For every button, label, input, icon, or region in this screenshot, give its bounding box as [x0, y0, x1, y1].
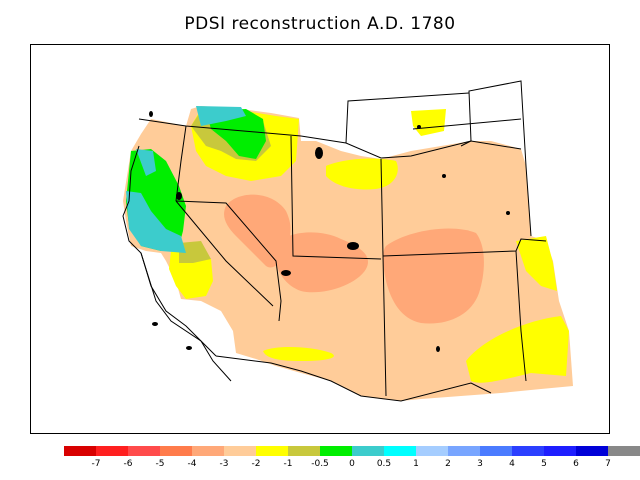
legend-swatch [192, 446, 224, 456]
boundary-east-2 [460, 80, 532, 237]
lake-mark-3 [506, 211, 510, 215]
legend-swatch [416, 446, 448, 456]
map-panel [30, 44, 610, 434]
boundary-ca-nv [175, 200, 274, 307]
map-water-marks [149, 111, 510, 352]
boundary-baja [140, 252, 232, 382]
legend-tick-labels: -7 -6 -5 -4 -3 -2 -1 -0.5 0 0.5 1 2 3 4 5 6 7 [0, 459, 640, 473]
lake-mark-2 [436, 346, 440, 352]
legend-swatch [576, 446, 608, 456]
legend-tick-label: -6 [123, 459, 133, 469]
legend-tick-label: -3 [219, 459, 229, 469]
legend-tick-label: -5 [155, 459, 165, 469]
boundary-mexico [215, 355, 492, 402]
legend-swatch [544, 446, 576, 456]
lake-tahoe [176, 192, 182, 200]
lake-mark-1 [149, 111, 153, 117]
legend-tick-label: 0.5 [376, 459, 392, 469]
boundary-nw-idaho [175, 125, 187, 202]
map-region-dry-core-west [224, 194, 291, 268]
legend-swatch [608, 446, 640, 456]
legend-tick-label: -1 [283, 459, 293, 469]
legend-swatch [480, 446, 512, 456]
map-region-dry-core-colorado [276, 232, 369, 293]
boundary-utah-wy [290, 135, 382, 260]
legend-swatch [256, 446, 288, 456]
map-region-moist-southwest [263, 347, 334, 361]
boundary-nevada [175, 200, 282, 322]
legend-tick-label: 6 [573, 459, 579, 469]
boundary-dakota [345, 92, 470, 144]
map-canvas [122, 80, 573, 402]
legend-tick-label: 0 [349, 459, 355, 469]
map-region-moist-wyoming [326, 158, 398, 190]
legend-tick-label: 2 [445, 459, 451, 469]
island-mark-2 [152, 322, 158, 326]
boundary-nm-co [382, 238, 547, 257]
lake-great-salt [347, 242, 359, 250]
legend-swatch [224, 446, 256, 456]
lake-mark-4 [442, 174, 446, 178]
boundary-canada [138, 118, 522, 159]
legend-swatch [288, 446, 320, 456]
legend-swatch [320, 446, 352, 456]
lake-yellowstone [315, 147, 323, 159]
legend-swatch [512, 446, 544, 456]
legend-swatch [128, 446, 160, 456]
map-region-wet-coast [126, 109, 266, 251]
legend-tick-label: -2 [251, 459, 261, 469]
legend-tick-label: 3 [477, 459, 483, 469]
map-region-moist-east [411, 109, 569, 383]
island-mark-1 [186, 346, 192, 350]
legend-swatch [64, 446, 96, 456]
map-title: PDSI reconstruction A.D. 1780 [184, 14, 456, 34]
map-region-dry-core-nm [382, 228, 484, 324]
legend-swatch [448, 446, 480, 456]
legend-tick-label: -4 [187, 459, 197, 469]
legend-tick-label: 4 [509, 459, 515, 469]
boundary-east-1 [515, 250, 527, 382]
legend-swatch [352, 446, 384, 456]
legend-tick-label: -7 [91, 459, 101, 469]
legend-swatch [160, 446, 192, 456]
legend-tick-label: 7 [605, 459, 611, 469]
map-boundaries [122, 80, 547, 402]
legend-swatch [96, 446, 128, 456]
lake-mead [281, 270, 291, 276]
legend-tick-label: -0.5 [311, 459, 329, 469]
legend-tick-label: 1 [413, 459, 419, 469]
legend-tick-label: 5 [541, 459, 547, 469]
legend-colorbar [64, 446, 640, 456]
map-region-very-wet-coast [126, 106, 246, 253]
legend-swatch [384, 446, 416, 456]
lake-mark-5 [417, 125, 421, 129]
boundary-ne [412, 118, 522, 130]
